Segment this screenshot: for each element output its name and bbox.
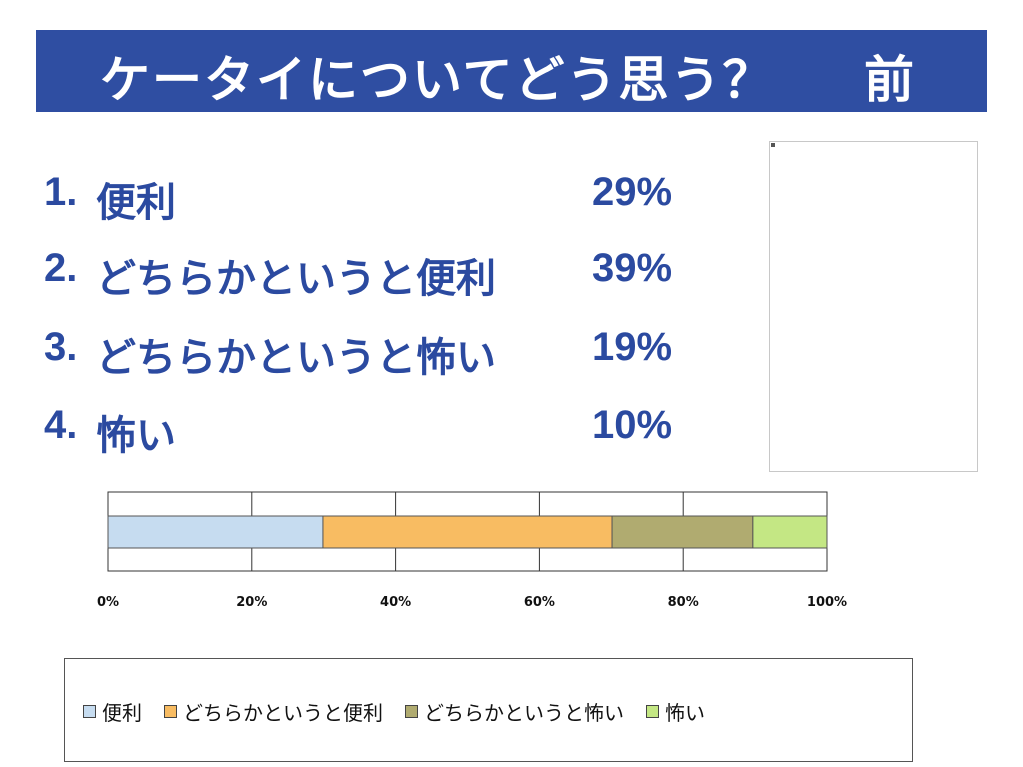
- legend-item: 便利: [83, 697, 142, 726]
- legend-label: どちらかというと便利: [183, 701, 383, 725]
- legend-swatch: [646, 705, 659, 718]
- x-tick-label: 60%: [524, 595, 555, 610]
- legend-item: どちらかというと便利: [164, 697, 383, 726]
- option-label: どちらかというと怖い: [96, 335, 496, 381]
- option-percent: 39%: [592, 246, 673, 290]
- legend-label: どちらかというと怖い: [424, 701, 624, 725]
- legend-row: 便利 どちらかというと便利 どちらかというと怖い 怖い: [83, 697, 727, 726]
- x-tick-label: 0%: [97, 595, 119, 610]
- title-bar: ケータイについてどう思う？ 前: [36, 30, 987, 112]
- option-2: 2. どちらかというと便利 39%: [44, 246, 704, 308]
- legend-swatch: [164, 705, 177, 718]
- option-number: 4.: [44, 403, 78, 447]
- stacked-bar-chart: 0% 20% 40% 60% 80% 100%: [97, 491, 847, 610]
- title-suffix: 前: [864, 51, 914, 109]
- option-percent: 29%: [592, 170, 673, 214]
- legend-swatch: [83, 705, 96, 718]
- legend-label: 便利: [102, 701, 142, 725]
- legend-item: どちらかというと怖い: [405, 697, 624, 726]
- page-title: ケータイについてどう思う？: [100, 51, 775, 109]
- chart-legend: 便利 どちらかというと便利 どちらかというと怖い 怖い: [64, 658, 913, 762]
- legend-swatch: [405, 705, 418, 718]
- x-tick-label: 20%: [236, 595, 267, 610]
- bar-segment: [322, 515, 613, 549]
- bar-segment: [611, 515, 754, 549]
- option-label: どちらかというと便利: [96, 256, 496, 302]
- broken-image-icon: [771, 143, 775, 147]
- option-3: 3. どちらかというと怖い 19%: [44, 325, 704, 387]
- bar-segment: [107, 515, 324, 549]
- x-tick-label: 40%: [380, 595, 411, 610]
- bar-segment: [752, 515, 828, 549]
- x-tick-label: 80%: [668, 595, 699, 610]
- image-placeholder: [769, 141, 978, 472]
- option-number: 3.: [44, 325, 78, 369]
- option-percent: 19%: [592, 325, 673, 369]
- option-1: 1. 便利 29%: [44, 170, 704, 232]
- option-label: 怖い: [96, 413, 176, 459]
- option-percent: 10%: [592, 403, 673, 447]
- option-4: 4. 怖い 10%: [44, 403, 704, 465]
- option-label: 便利: [96, 180, 176, 226]
- option-number: 1.: [44, 170, 78, 214]
- option-number: 2.: [44, 246, 78, 290]
- legend-label: 怖い: [665, 701, 705, 725]
- x-tick-label: 100%: [807, 595, 847, 610]
- legend-item: 怖い: [646, 697, 705, 726]
